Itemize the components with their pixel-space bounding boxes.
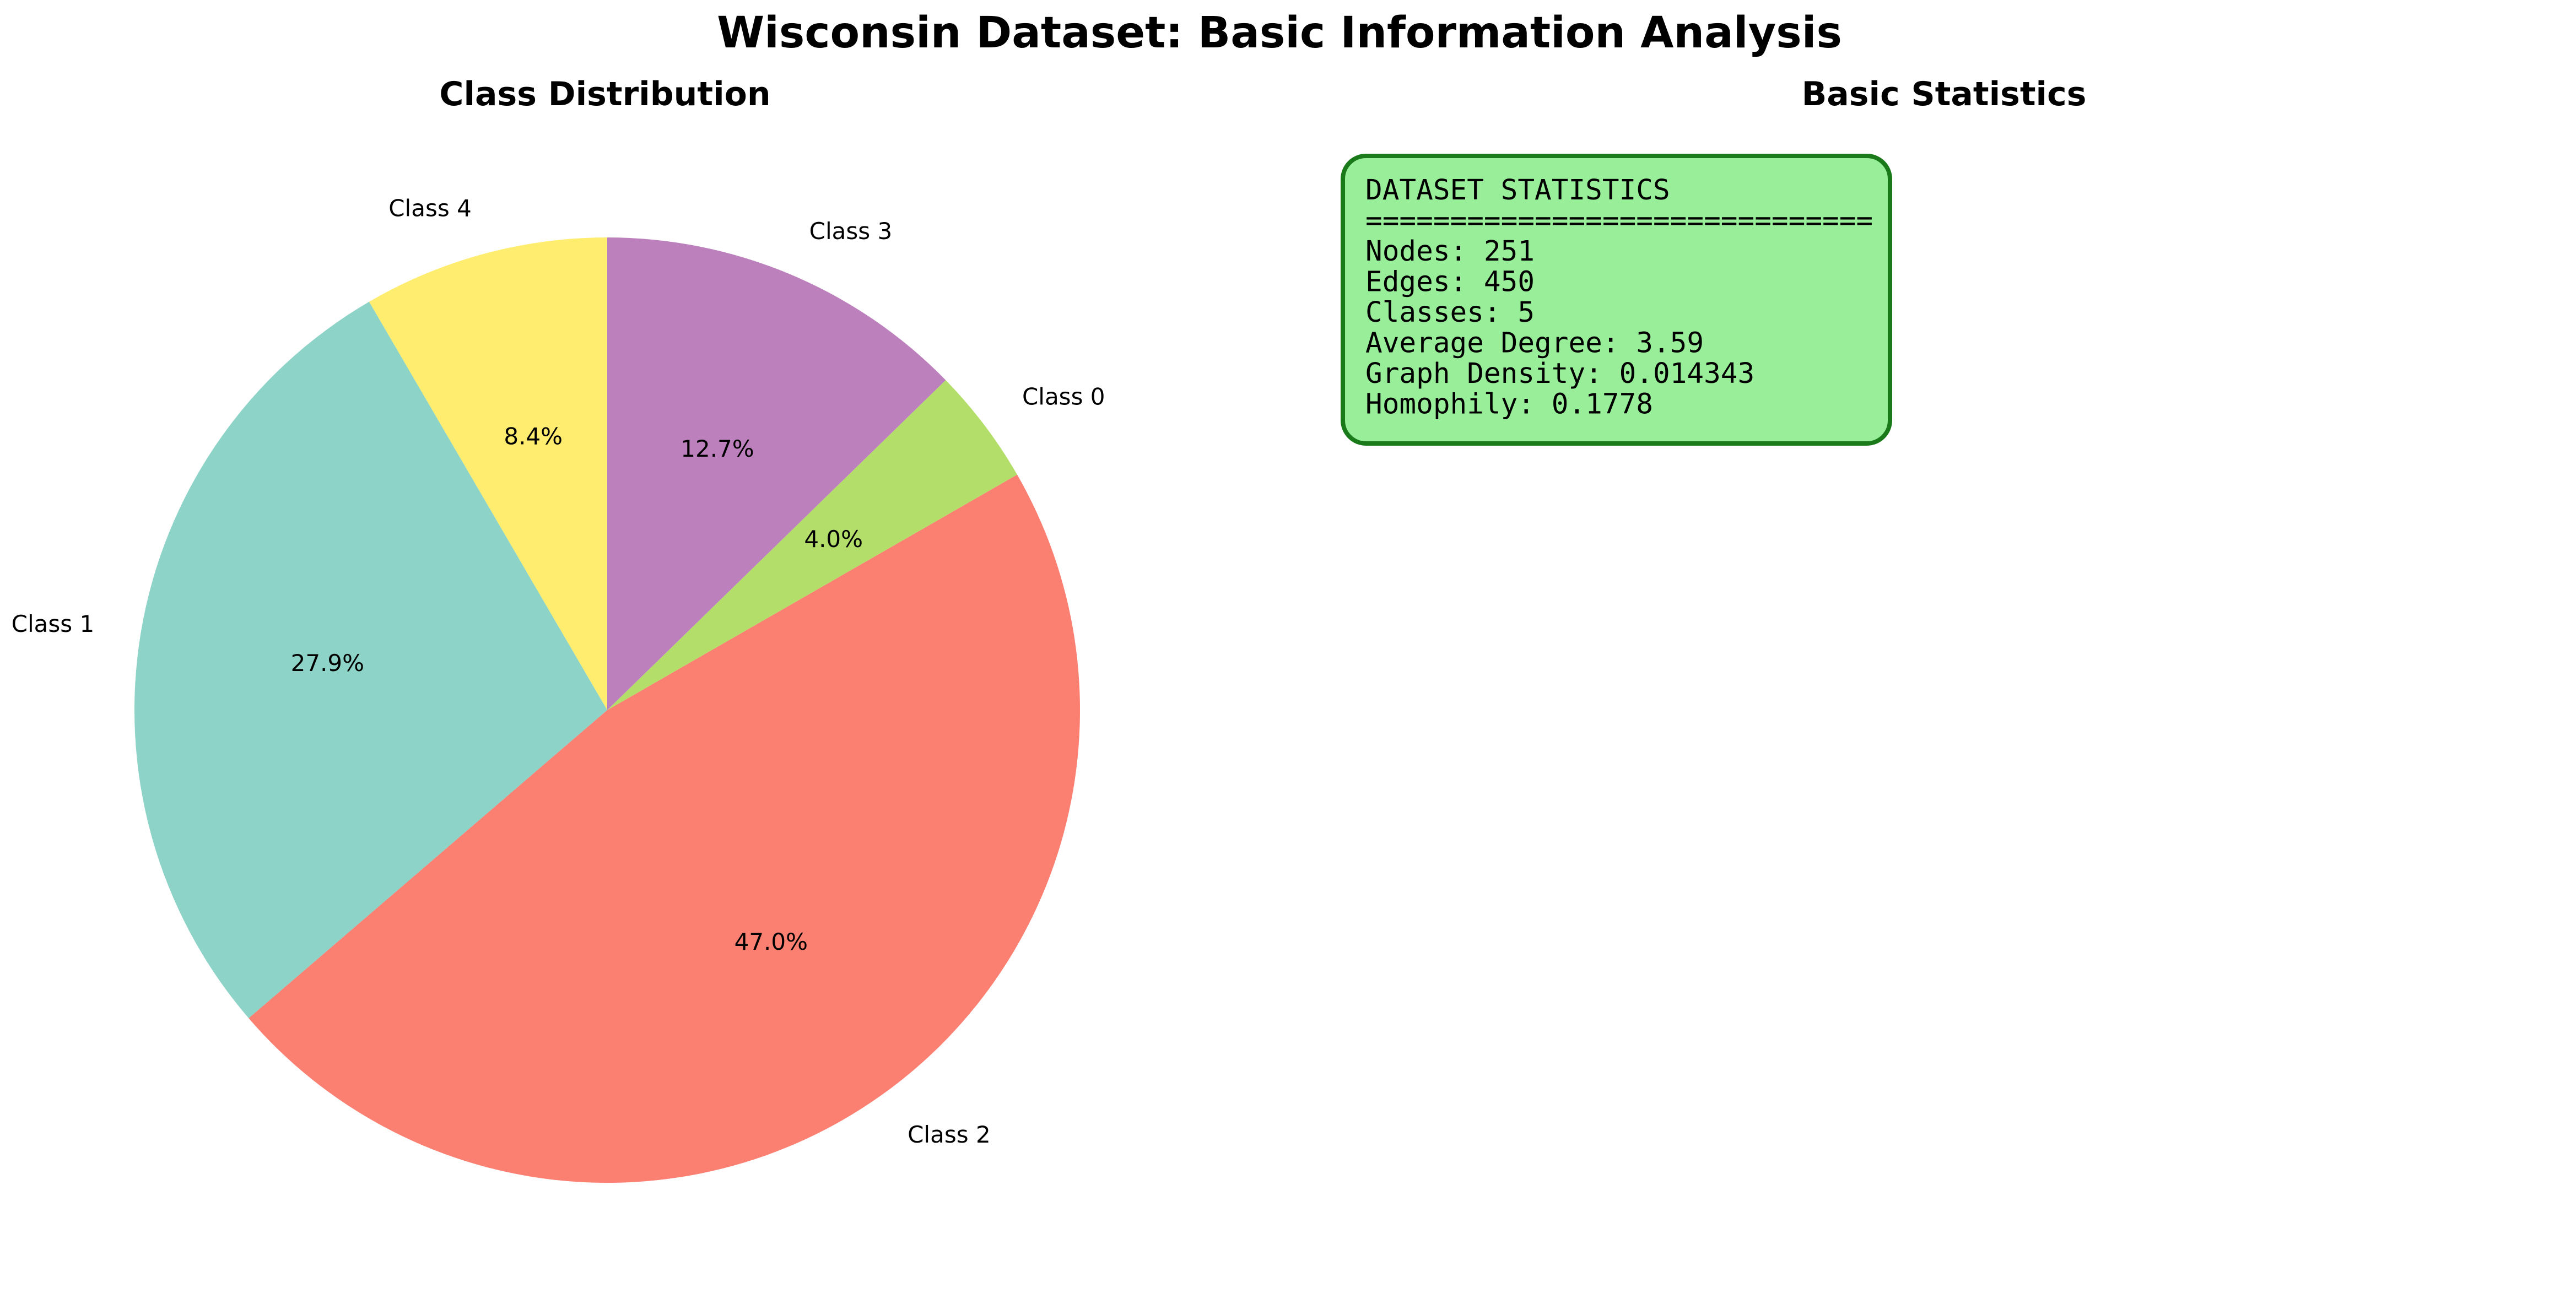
stats-box bbox=[1341, 154, 1892, 446]
pie-slice-class-2 bbox=[249, 474, 1081, 1183]
slice-label-class-2: Class 2 bbox=[908, 1121, 991, 1148]
pie-slices bbox=[134, 237, 1081, 1183]
slice-label-class-3: Class 3 bbox=[809, 218, 893, 245]
basic-statistics-panel: Basic Statistics DATASET STATISTICS=====… bbox=[1341, 75, 2087, 446]
slice-label-class-1: Class 1 bbox=[12, 610, 95, 637]
slice-percent-class-2: 47.0% bbox=[735, 928, 808, 955]
slice-percent-class-4: 8.4% bbox=[504, 423, 563, 450]
stats-line: Homophily: 0.1778 bbox=[1365, 388, 1653, 421]
stats-line: Graph Density: 0.014343 bbox=[1365, 358, 1754, 390]
pie-labels: Class 4 8.4% Class 1 27.9% Class 2 47.0% Class… bbox=[12, 194, 1105, 1148]
stats-lines: DATASET STATISTICS======================… bbox=[1365, 174, 1873, 421]
stats-line: Nodes: 251 bbox=[1365, 235, 1535, 268]
class-distribution-panel: Class Distribution Class 4 8.4% Class 1 27.… bbox=[12, 75, 1105, 1183]
stats-line: DATASET STATISTICS bbox=[1365, 174, 1670, 207]
slice-percent-class-0: 4.0% bbox=[804, 526, 863, 553]
pie-slice-class-4 bbox=[369, 237, 607, 710]
stats-line: ============================== bbox=[1365, 205, 1873, 237]
stats-line: Classes: 5 bbox=[1365, 296, 1535, 329]
stats-line: Average Degree: 3.59 bbox=[1365, 327, 1704, 360]
pie-chart-title: Class Distribution bbox=[439, 75, 770, 113]
pie-slice-class-1 bbox=[134, 301, 607, 1019]
pie-slice-class-3 bbox=[607, 237, 946, 710]
slice-label-class-4: Class 4 bbox=[388, 194, 472, 221]
figure-title: Wisconsin Dataset: Basic Information Ana… bbox=[717, 8, 1842, 58]
pie-slice-class-0 bbox=[607, 380, 1017, 710]
stats-line: Edges: 450 bbox=[1365, 266, 1535, 299]
stats-panel-title: Basic Statistics bbox=[1802, 75, 2087, 113]
slice-percent-class-3: 12.7% bbox=[681, 435, 754, 462]
slice-percent-class-1: 27.9% bbox=[291, 650, 364, 677]
slice-label-class-0: Class 0 bbox=[1022, 383, 1105, 410]
